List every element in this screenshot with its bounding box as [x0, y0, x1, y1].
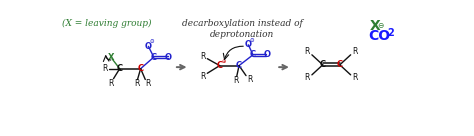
Text: R: R — [233, 76, 238, 85]
Text: C: C — [137, 64, 144, 73]
Text: R: R — [200, 52, 205, 61]
Text: ⊖: ⊖ — [250, 38, 255, 43]
Text: decarboxylation instead of
deprotonation: decarboxylation instead of deprotonation — [182, 19, 302, 39]
Text: X: X — [108, 53, 114, 62]
Text: O: O — [165, 53, 172, 62]
Text: R: R — [134, 79, 139, 88]
Text: R: R — [109, 79, 114, 88]
Text: R: R — [353, 47, 358, 56]
Text: CO: CO — [368, 29, 391, 43]
Text: R: R — [305, 47, 310, 56]
Text: X: X — [370, 19, 381, 33]
Text: C: C — [217, 61, 223, 70]
Text: R: R — [353, 73, 358, 82]
Text: O: O — [264, 50, 271, 59]
Text: C: C — [117, 64, 123, 73]
Text: C: C — [250, 50, 256, 59]
Text: C: C — [319, 60, 326, 69]
Text: C: C — [151, 53, 157, 62]
Text: (X = leaving group): (X = leaving group) — [63, 19, 152, 28]
Text: R: R — [305, 73, 310, 82]
Text: R: R — [247, 75, 253, 84]
Text: O: O — [145, 42, 152, 51]
Text: ⊕: ⊕ — [221, 59, 226, 64]
Text: R: R — [145, 79, 150, 88]
Text: R: R — [200, 72, 205, 81]
Text: ⊖: ⊖ — [150, 39, 155, 44]
Text: O: O — [245, 40, 252, 49]
Text: C: C — [236, 61, 242, 70]
Text: 2: 2 — [387, 28, 393, 38]
Text: R: R — [102, 64, 108, 73]
Text: C: C — [337, 60, 343, 69]
Text: ⊖: ⊖ — [377, 21, 383, 30]
